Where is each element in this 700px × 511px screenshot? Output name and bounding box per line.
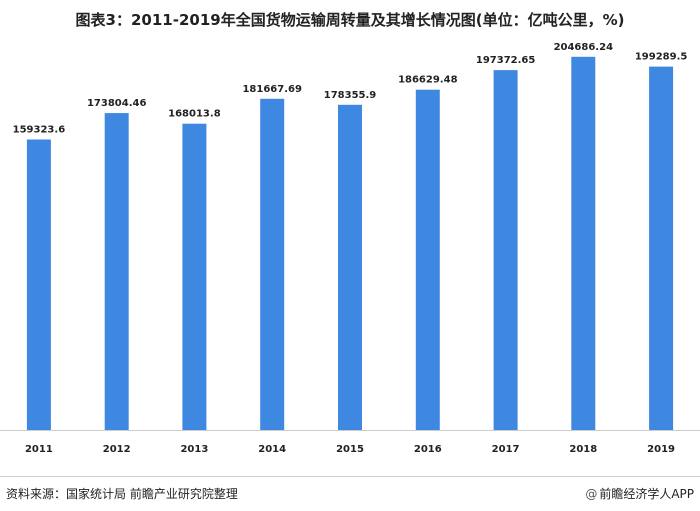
bar-2018 <box>571 56 596 431</box>
data-label-2014: 181667.69 <box>242 84 302 95</box>
bar-2013 <box>182 123 207 430</box>
data-label-2012: 173804.46 <box>87 98 147 109</box>
x-tick-2014: 2014 <box>258 444 286 455</box>
x-tick-2018: 2018 <box>569 444 597 455</box>
bar-2011 <box>26 139 51 430</box>
data-labels-group: 159323.6 173804.46 168013.8 181667.69 178355… <box>13 42 688 136</box>
chart-title: 图表3：2011-2019年全国货物运输周转量及其增长情况图(单位：亿吨公里，%… <box>75 11 625 29</box>
bars-group <box>26 56 674 431</box>
data-label-2016: 186629.48 <box>398 75 458 86</box>
bar-2019 <box>649 66 674 430</box>
bar-2012 <box>104 113 129 430</box>
source-note: 资料来源：国家统计局 前瞻产业研究院整理 <box>6 487 238 501</box>
x-tick-2016: 2016 <box>414 444 442 455</box>
data-label-2013: 168013.8 <box>168 109 221 120</box>
bar-2014 <box>260 98 285 431</box>
x-tick-2015: 2015 <box>336 444 364 455</box>
bar-chart: 159323.6 173804.46 168013.8 181667.69 178355… <box>0 42 700 455</box>
brand-name: 前瞻经济学人APP <box>599 487 694 501</box>
data-label-2017: 197372.65 <box>476 55 536 66</box>
x-tick-2011: 2011 <box>25 444 53 455</box>
data-label-2018: 204686.24 <box>554 42 614 53</box>
x-tick-2012: 2012 <box>103 444 131 455</box>
bar-2015 <box>338 104 362 431</box>
bar-2016 <box>415 89 440 430</box>
x-tick-2013: 2013 <box>180 444 208 455</box>
weibo-icon: @ <box>585 487 598 501</box>
x-tick-labels-group: 2011 2012 2013 2014 2015 2016 2017 2018 2019 <box>25 444 675 455</box>
data-label-2011: 159323.6 <box>13 125 66 136</box>
footer: 资料来源：国家统计局 前瞻产业研究院整理 @ 前瞻经济学人APP <box>0 476 700 511</box>
data-label-2019: 199289.5 <box>635 52 688 63</box>
data-label-2015: 178355.9 <box>324 90 377 101</box>
brand-credit: @ 前瞻经济学人APP <box>585 485 694 502</box>
x-tick-2017: 2017 <box>492 444 520 455</box>
x-tick-2019: 2019 <box>647 444 675 455</box>
bar-2017 <box>493 70 518 430</box>
